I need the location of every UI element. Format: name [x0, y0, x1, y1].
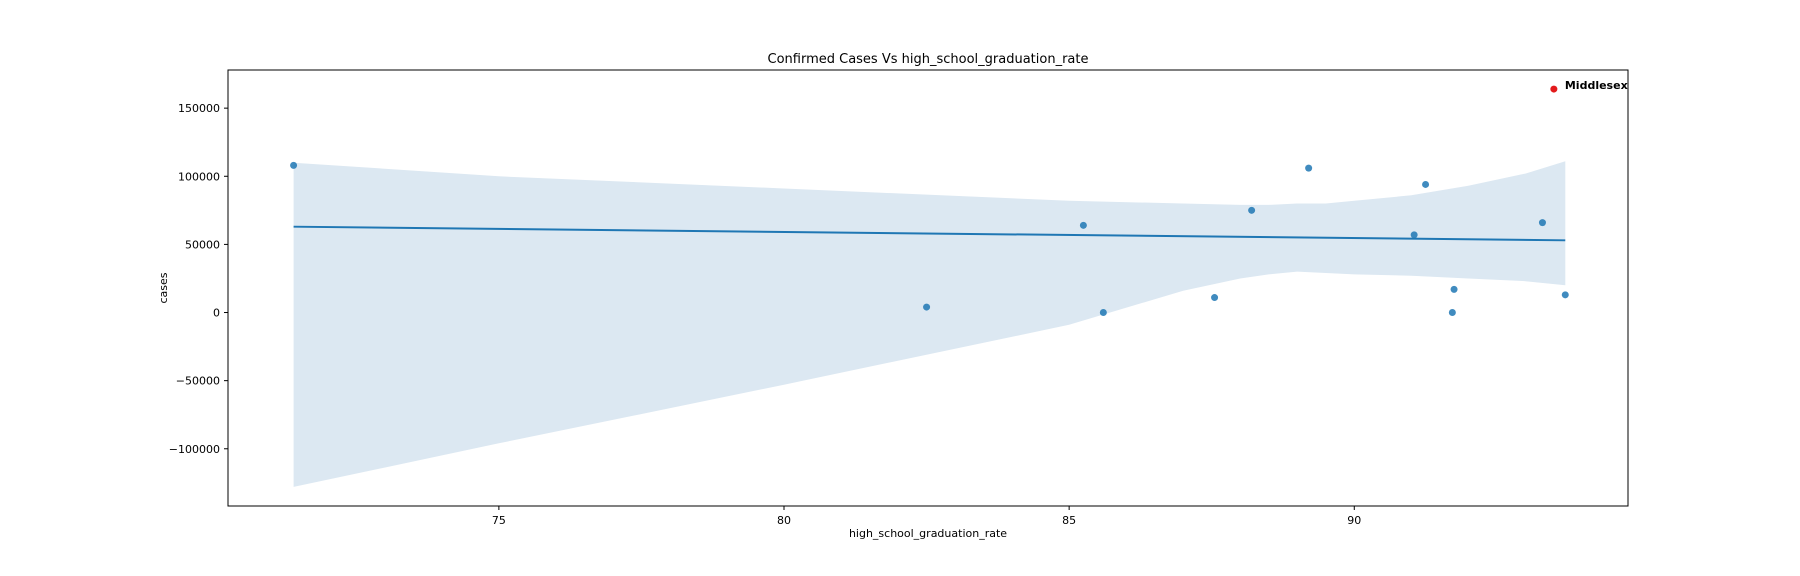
regression-line-layer: [293, 225, 1566, 242]
data-point: [1305, 164, 1313, 172]
data-point: [1248, 206, 1256, 214]
annotation-layer: Middlesex: [1550, 79, 1628, 93]
confidence-band: [293, 161, 1566, 487]
y-axis-title: cases: [157, 272, 170, 303]
regression-line: [293, 225, 1566, 242]
data-point: [1448, 309, 1456, 317]
y-tick-label: 100000: [178, 170, 220, 183]
highlight-point: [1550, 85, 1558, 93]
data-point: [290, 161, 298, 169]
data-point: [1079, 221, 1087, 229]
x-tick-label: 90: [1347, 514, 1361, 527]
data-point: [923, 303, 931, 311]
x-tick-label: 75: [492, 514, 506, 527]
y-tick-label: 0: [213, 307, 220, 320]
y-axis-ticks: 150000 100000 50000 0 −50000 −100000: [169, 102, 228, 456]
data-point: [1538, 219, 1546, 227]
y-tick-label: −50000: [176, 375, 220, 388]
confidence-band-layer: [293, 161, 1566, 487]
data-point: [1099, 309, 1107, 317]
chart-title: Confirmed Cases Vs high_school_graduatio…: [768, 52, 1089, 67]
data-point: [1211, 294, 1219, 302]
x-axis-ticks: 75 80 85 90: [492, 506, 1361, 527]
data-point: [1561, 291, 1569, 299]
y-tick-label: 50000: [185, 238, 220, 251]
x-axis-title: high_school_graduation_rate: [849, 527, 1007, 540]
y-tick-label: −100000: [169, 443, 220, 456]
data-point: [1422, 180, 1430, 188]
x-tick-label: 80: [777, 514, 791, 527]
plot-frame: [227, 69, 1629, 507]
y-tick-label: 150000: [178, 102, 220, 115]
x-tick-label: 85: [1062, 514, 1076, 527]
data-points-layer: [290, 161, 1569, 317]
data-point: [1410, 231, 1418, 239]
data-point: [1450, 285, 1458, 293]
highlight-label: Middlesex: [1565, 79, 1628, 92]
